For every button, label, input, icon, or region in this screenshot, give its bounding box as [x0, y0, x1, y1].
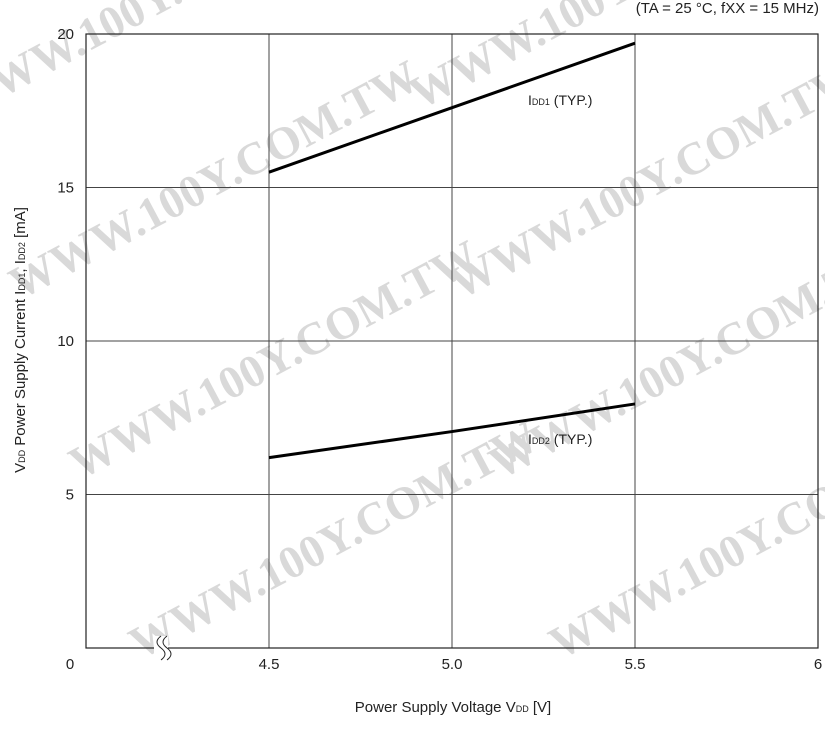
series-group [268, 41, 636, 460]
y-axis: 5 10 15 20 [57, 26, 74, 504]
watermark-text: WWW.100Y.COM.TW [441, 50, 825, 309]
series-label: IDD1 (TYP.) [528, 92, 592, 108]
watermark-text: WWW.100Y.COM.TW [61, 230, 487, 489]
x-tick-label: 0 [66, 656, 74, 673]
x-tick-label: 4.5 [259, 656, 280, 673]
axis-break-stroke [162, 635, 172, 661]
series-line [268, 41, 636, 174]
y-axis-title: VDD Power Supply Current IDD1, IDD2 [mA] [12, 207, 29, 473]
x-tick-label: 6 [814, 656, 822, 673]
series-line [268, 402, 636, 460]
axis-break-stroke [156, 635, 166, 661]
test-conditions: (TA = 25 °C, fXX = 15 MHz) [635, 0, 819, 17]
watermark-text: WWW.100Y.COM.TW [541, 410, 825, 669]
grid [86, 34, 818, 648]
series-labels: IDD1 (TYP.) IDD2 (TYP.) [528, 92, 592, 447]
watermark-text: WWW.100Y.COM.TW [401, 0, 825, 119]
axis-break-mark [154, 635, 172, 661]
y-tick-label: 10 [57, 333, 74, 350]
plot-frame [85, 33, 819, 649]
x-tick-label: 5.5 [625, 656, 646, 673]
watermark-layer: WWW.100Y.COM.TWWWW.100Y.COM.TWWWW.100Y.C… [0, 0, 825, 669]
watermark-text: WWW.100Y.COM.TW [481, 230, 825, 489]
y-tick-label: 20 [57, 26, 74, 43]
y-tick-label: 5 [66, 487, 74, 504]
x-axis-title: Power Supply Voltage VDD [V] [355, 699, 551, 716]
series-label: IDD2 (TYP.) [528, 431, 592, 447]
x-axis: 0 4.5 5.0 5.5 6 [66, 656, 822, 673]
x-tick-label: 5.0 [442, 656, 463, 673]
watermark-text: WWW.100Y.COM.TW [0, 0, 367, 129]
y-tick-label: 15 [57, 180, 74, 197]
